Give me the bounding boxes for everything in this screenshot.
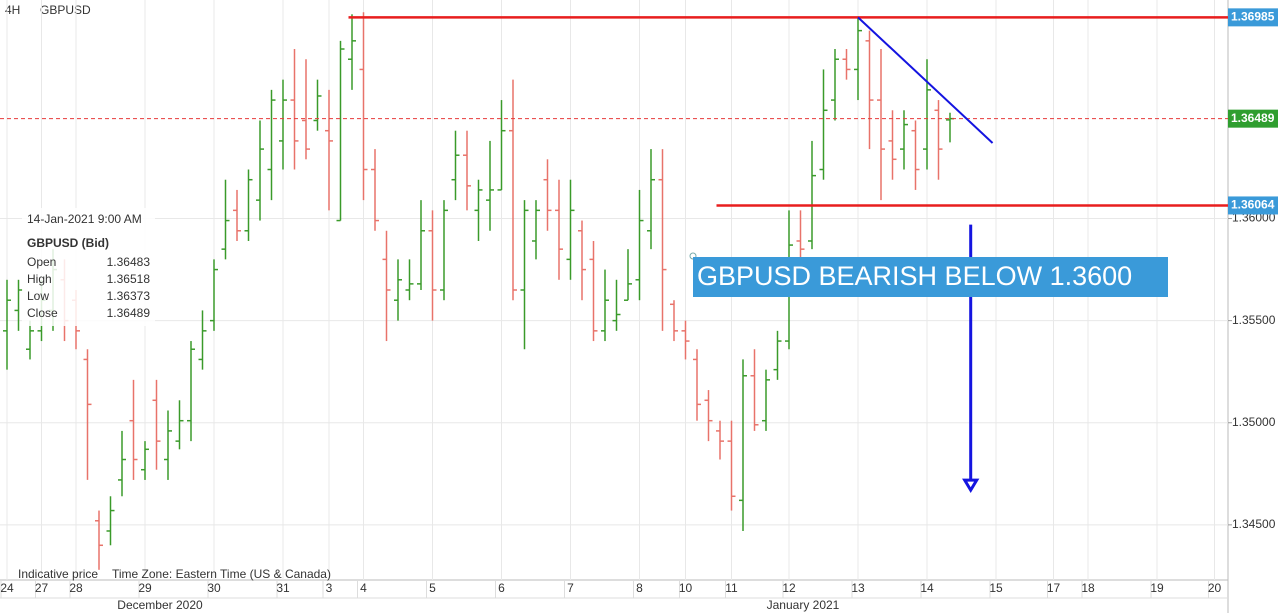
price-tag-label: 1.36064 (1231, 198, 1275, 212)
timeframe: 4H (5, 3, 20, 17)
month-label: January 2021 (767, 598, 840, 612)
x-tick-label: 13 (851, 581, 865, 595)
x-tick-label: 17 (1047, 581, 1061, 595)
annotation-text: GBPUSD BEARISH BELOW 1.3600 (697, 261, 1132, 291)
x-tick-label: 5 (429, 581, 436, 595)
month-label: December 2020 (117, 598, 203, 612)
x-tick-label: 31 (276, 581, 290, 595)
x-tick-label: 3 (326, 581, 333, 595)
tooltip-value: 1.36373 (107, 289, 151, 303)
x-tick-label: 6 (498, 581, 505, 595)
x-tick-label: 12 (782, 581, 796, 595)
price-tag-label: 1.36489 (1231, 111, 1275, 125)
tooltip-label: Low (27, 289, 49, 303)
x-tick-label: 14 (920, 581, 934, 595)
x-tick-label: 24 (0, 581, 14, 595)
x-tick-label: 7 (567, 581, 574, 595)
price-tag-label: 1.36985 (1231, 10, 1275, 24)
tooltip-label: Open (27, 255, 56, 269)
x-tick-label: 10 (679, 581, 693, 595)
x-tick-label: 8 (636, 581, 643, 595)
annotation-box (693, 257, 1168, 297)
price-tag (1228, 8, 1278, 27)
x-tick-label: 30 (207, 581, 221, 595)
trendline (857, 16, 994, 144)
tooltip-label: Close (27, 306, 58, 320)
tooltip: 14-Jan-2021 9:00 AM GBPUSD (Bid) Open 1.364… (22, 208, 155, 326)
tooltip-value: 1.36518 (107, 272, 151, 286)
y-tick-label: 1.35000 (1232, 415, 1276, 429)
x-tick-label: 11 (725, 581, 738, 595)
tooltip-date: 14-Jan-2021 9:00 AM (27, 212, 142, 226)
price-tag (1228, 109, 1278, 128)
tooltip-title: GBPUSD (Bid) (27, 236, 109, 250)
x-tick-label: 15 (989, 581, 1003, 595)
x-tick-label: 4 (360, 581, 367, 595)
tooltip-value: 1.36489 (107, 306, 151, 320)
y-tick-label: 1.35500 (1232, 313, 1276, 327)
footer-note: Time Zone: Eastern Time (US & Canada) (112, 567, 331, 581)
tooltip-label: High (27, 272, 52, 286)
symbol: GBPUSD (40, 3, 91, 17)
x-tick-label: 29 (138, 581, 152, 595)
price-tag (1228, 196, 1278, 215)
x-tick-label: 19 (1150, 581, 1164, 595)
tooltip-value: 1.36483 (107, 255, 151, 269)
tooltip-bg (22, 208, 155, 326)
x-tick-label: 20 (1208, 581, 1222, 595)
y-tick-label: 1.34500 (1232, 517, 1276, 531)
x-tick-label: 18 (1081, 581, 1095, 595)
x-tick-label: 27 (35, 581, 49, 595)
footer-note: Indicative price (18, 567, 98, 581)
arrow-head (962, 478, 980, 494)
x-tick-label: 28 (69, 581, 83, 595)
